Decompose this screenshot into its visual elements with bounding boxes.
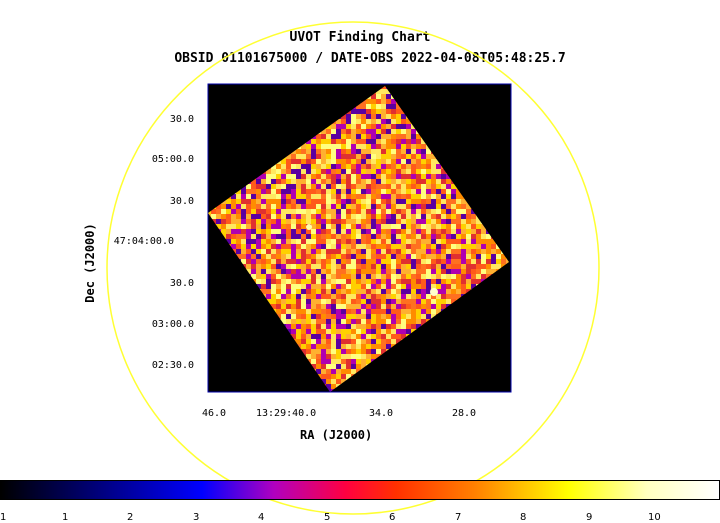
y-tick-label: 47:04:00.0 xyxy=(113,236,174,247)
y-tick-label: 03:00.0 xyxy=(151,319,194,330)
y-tick-label: 02:30.0 xyxy=(151,360,194,371)
x-tick-label: 34.0 xyxy=(369,408,394,419)
colorbar-tick-label: 2 xyxy=(127,512,134,523)
y-tick-label: 05:00.0 xyxy=(151,154,194,165)
colorbar-tick-label: 9 xyxy=(586,512,593,523)
y-axis-title: Dec (J2000) xyxy=(83,223,97,303)
colorbar-tick-label: 6 xyxy=(389,512,396,523)
colorbar-tick-label: 4 xyxy=(258,512,265,523)
chart-title: UVOT Finding Chart xyxy=(289,30,431,45)
y-tick-label: 30.0 xyxy=(169,278,194,289)
chart-subtitle: OBSID 01101675000 / DATE-OBS 2022-04-08T… xyxy=(174,51,566,66)
y-tick-label: 30.0 xyxy=(169,114,194,125)
x-axis-title: RA (J2000) xyxy=(300,428,373,442)
source-spot xyxy=(430,288,438,296)
colorbar xyxy=(0,480,720,500)
source-spot xyxy=(306,224,312,230)
x-tick-label: 13:29:40.0 xyxy=(256,408,317,419)
y-tick-label: 30.0 xyxy=(169,196,194,207)
colorbar-tick-label: 1 xyxy=(62,512,69,523)
colorbar-tick-label: 3 xyxy=(193,512,200,523)
x-tick-label: 28.0 xyxy=(452,408,477,419)
colorbar-tick-label: 8 xyxy=(520,512,527,523)
field-of-view-circle xyxy=(106,21,600,515)
colorbar-tick-label: 1 xyxy=(0,512,7,523)
x-tick-label: 46.0 xyxy=(202,408,227,419)
colorbar-tick-label: 10 xyxy=(648,512,661,523)
colorbar-tick-label: 7 xyxy=(455,512,462,523)
colorbar-tick-label: 5 xyxy=(324,512,331,523)
